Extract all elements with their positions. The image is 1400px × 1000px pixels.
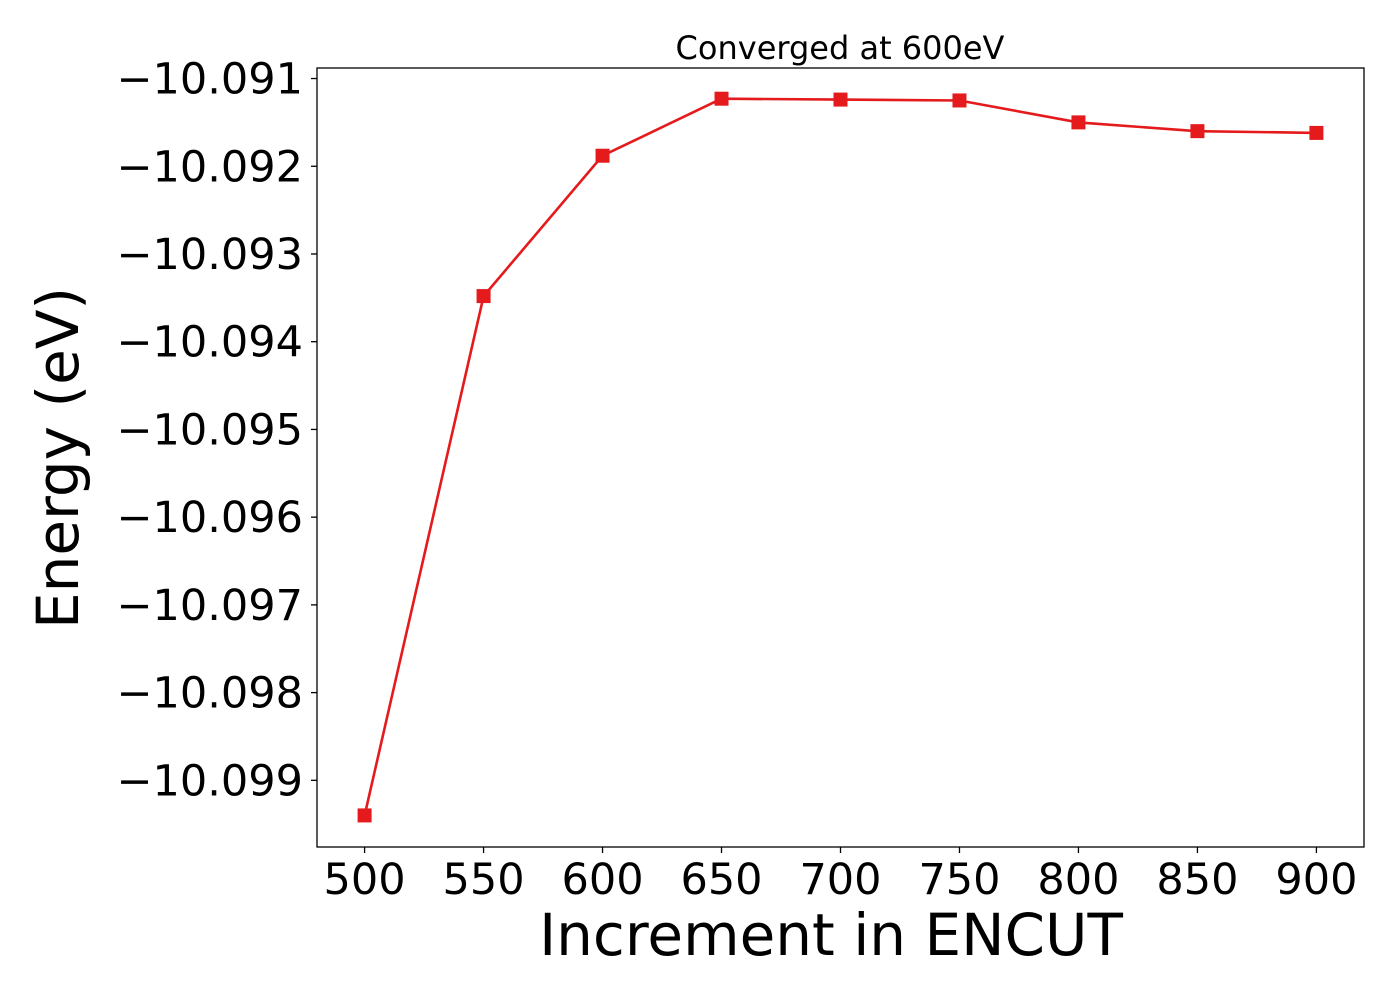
x-tick-label: 600	[562, 855, 644, 905]
x-tick-label: 750	[918, 855, 1000, 905]
plot-area-frame	[316, 67, 1365, 848]
y-tick-label: −10.093	[117, 230, 304, 280]
y-tick-label: −10.097	[117, 581, 304, 631]
y-tick-label: −10.091	[117, 55, 304, 105]
x-tick-label: 800	[1037, 855, 1119, 905]
chart-title: Converged at 600eV	[676, 29, 1005, 67]
y-tick-label: −10.095	[117, 405, 304, 455]
series-line	[363, 97, 1317, 816]
data-point	[476, 289, 491, 304]
y-tick-label: −10.096	[117, 493, 304, 543]
y-axis: −10.091 −10.092 −10.093 −10.094 −10.095 −10.0…	[117, 55, 317, 806]
series-layer	[357, 91, 1324, 823]
x-axis-title: Increment in ENCUT	[539, 901, 1123, 969]
x-tick-label: 500	[324, 855, 406, 905]
data-point	[952, 93, 967, 108]
data-point	[714, 91, 729, 106]
x-tick-label: 650	[680, 855, 762, 905]
data-point	[833, 92, 848, 107]
y-tick-label: −10.099	[117, 756, 304, 806]
x-tick-label: 900	[1275, 855, 1357, 905]
x-tick-label: 850	[1156, 855, 1238, 905]
y-tick-label: −10.098	[117, 669, 304, 719]
y-tick-label: −10.092	[117, 142, 304, 192]
data-point	[595, 148, 610, 163]
x-tick-label: 700	[799, 855, 881, 905]
y-axis-title: Energy (eV)	[24, 287, 92, 629]
x-tick-label: 550	[443, 855, 525, 905]
data-point	[1309, 125, 1324, 140]
x-axis: 500 550 600 650 700 750 800 850 900	[324, 847, 1357, 905]
data-point	[357, 808, 372, 823]
y-tick-label: −10.094	[117, 318, 304, 368]
data-point	[1071, 115, 1086, 130]
data-point	[1190, 124, 1205, 139]
